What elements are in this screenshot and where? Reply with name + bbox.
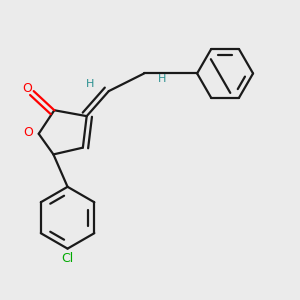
Text: Cl: Cl: [61, 252, 74, 266]
Text: H: H: [158, 74, 166, 84]
Text: O: O: [23, 126, 33, 139]
Text: H: H: [85, 79, 94, 89]
Text: O: O: [22, 82, 32, 95]
